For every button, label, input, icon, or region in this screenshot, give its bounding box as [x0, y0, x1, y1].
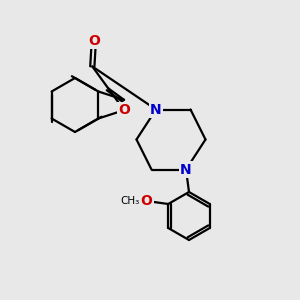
- Text: N: N: [180, 163, 192, 176]
- Text: O: O: [118, 103, 130, 117]
- Text: CH₃: CH₃: [121, 196, 140, 206]
- Text: O: O: [141, 194, 153, 208]
- Text: N: N: [150, 103, 162, 116]
- Text: O: O: [88, 34, 100, 48]
